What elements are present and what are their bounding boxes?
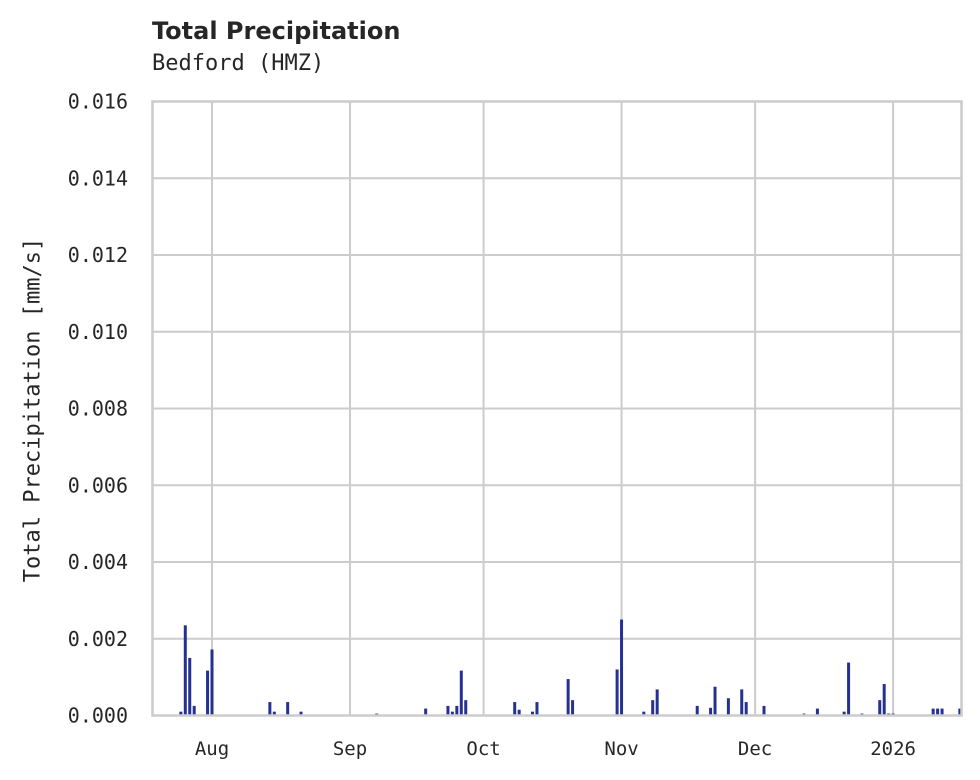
y-tick-label: 0.000 xyxy=(68,704,128,728)
x-tick-label: 2026 xyxy=(870,738,916,760)
precipitation-bar xyxy=(531,711,535,716)
y-tick-label: 0.012 xyxy=(68,243,128,267)
precipitation-bar xyxy=(642,711,646,716)
precipitation-bar xyxy=(286,702,290,716)
precipitation-bar xyxy=(815,708,819,716)
precipitation-bar xyxy=(847,662,851,716)
precipitation-bar xyxy=(299,711,303,716)
precipitation-bar xyxy=(179,711,183,716)
precipitation-bar xyxy=(517,709,521,716)
precipitation-bar xyxy=(655,689,659,716)
precipitation-bar xyxy=(695,705,699,716)
y-tick-label: 0.010 xyxy=(68,320,128,344)
precipitation-bar xyxy=(566,679,570,716)
x-axis-ticks: Aug Sep Oct Nov Dec 2026 xyxy=(195,738,916,760)
x-tick-label: Dec xyxy=(738,738,772,760)
precipitation-bar xyxy=(726,698,730,716)
chart-title: Total Precipitation xyxy=(152,17,401,45)
x-tick-label: Oct xyxy=(466,738,500,760)
x-tick-label: Aug xyxy=(195,738,229,760)
precipitation-bar xyxy=(940,708,944,716)
precipitation-bar xyxy=(268,702,272,716)
x-tick-label: Nov xyxy=(604,738,638,760)
precipitation-bar xyxy=(192,705,196,716)
precipitation-bar xyxy=(882,684,886,716)
precipitation-bar xyxy=(744,702,748,716)
precipitation-bar xyxy=(878,700,882,716)
y-axis-ticks: 0.000 0.002 0.004 0.006 0.008 0.010 0.012 0.014… xyxy=(68,90,128,728)
precipitation-bar xyxy=(842,711,846,716)
precipitation-bar xyxy=(424,708,428,716)
precipitation-bar xyxy=(713,686,717,716)
precipitation-bar xyxy=(535,702,539,716)
precipitation-bar xyxy=(459,670,463,716)
precipitation-bars xyxy=(179,619,962,716)
precipitation-bar xyxy=(571,700,575,716)
y-tick-label: 0.014 xyxy=(68,166,128,190)
precipitation-bar xyxy=(446,705,450,716)
y-tick-label: 0.004 xyxy=(68,550,128,574)
y-tick-label: 0.008 xyxy=(68,397,128,421)
x-tick-label: Sep xyxy=(333,738,367,760)
plot-frame xyxy=(151,100,963,717)
precipitation-bar xyxy=(513,702,517,716)
grid-lines xyxy=(152,100,962,717)
y-tick-label: 0.002 xyxy=(68,627,128,651)
precipitation-bar xyxy=(931,708,935,716)
precipitation-bar xyxy=(936,708,940,716)
precipitation-bar xyxy=(620,619,624,716)
precipitation-bar xyxy=(188,657,192,716)
precipitation-bar xyxy=(709,707,713,716)
precipitation-bar xyxy=(958,708,962,716)
precipitation-bar xyxy=(210,649,214,716)
precipitation-bar xyxy=(651,700,655,716)
y-tick-label: 0.006 xyxy=(68,473,128,497)
precipitation-bar xyxy=(455,705,459,716)
precipitation-bar xyxy=(762,705,766,716)
y-tick-label: 0.016 xyxy=(68,90,128,114)
precipitation-bar xyxy=(615,669,619,716)
precipitation-bar xyxy=(272,711,276,716)
precipitation-bar xyxy=(206,670,210,716)
precipitation-bar xyxy=(464,700,468,716)
precipitation-bar xyxy=(183,625,187,716)
chart-subtitle: Bedford (HMZ) xyxy=(152,51,325,76)
precipitation-bar xyxy=(740,689,744,716)
precipitation-bar xyxy=(450,711,454,716)
